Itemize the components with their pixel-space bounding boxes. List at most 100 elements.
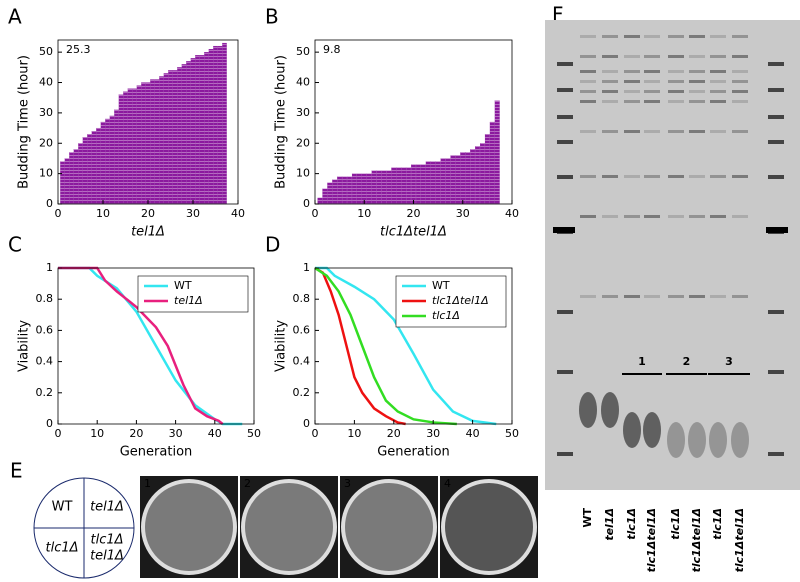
band bbox=[602, 90, 618, 93]
ladder-band bbox=[766, 227, 788, 233]
telomere-smear bbox=[623, 412, 641, 448]
bar bbox=[356, 173, 362, 205]
y-tick-label: 50 bbox=[39, 45, 53, 58]
lane-label: tlc1Δ bbox=[669, 508, 682, 540]
bar bbox=[64, 158, 70, 205]
group-label: 1 bbox=[638, 355, 646, 368]
plot-frame bbox=[57, 267, 255, 425]
telomere-smear bbox=[667, 422, 685, 458]
telomere-smear bbox=[601, 392, 619, 428]
bar bbox=[435, 161, 441, 205]
ladder-band bbox=[553, 227, 575, 233]
bar bbox=[105, 118, 110, 205]
x-tick-label: 30 bbox=[426, 427, 440, 440]
y-tick-label: 40 bbox=[296, 76, 310, 89]
y-tick-label: 40 bbox=[39, 76, 53, 89]
ladder-band bbox=[768, 452, 784, 456]
bar bbox=[391, 167, 397, 205]
survival-line bbox=[314, 266, 406, 426]
x-tick-label: 40 bbox=[466, 427, 480, 440]
bar bbox=[73, 149, 79, 205]
band bbox=[732, 130, 748, 133]
x-axis-label: tlc1Δtel1Δ bbox=[380, 225, 447, 240]
plate bbox=[141, 479, 237, 575]
y-tick-label: 0.8 bbox=[293, 292, 311, 305]
bar bbox=[114, 109, 119, 205]
x-tick-label: 50 bbox=[505, 427, 519, 440]
band bbox=[689, 130, 705, 133]
ladder-band bbox=[557, 370, 573, 374]
y-tick-label: 0.4 bbox=[36, 355, 54, 368]
band bbox=[732, 55, 748, 58]
lane-label: tel1Δ bbox=[603, 508, 616, 541]
ladder-band bbox=[557, 175, 573, 179]
quadrant-label: tlc1Δ bbox=[90, 533, 123, 548]
band bbox=[580, 70, 596, 73]
band bbox=[668, 130, 684, 133]
bar bbox=[347, 176, 352, 205]
band bbox=[732, 215, 748, 218]
band bbox=[732, 175, 748, 178]
band bbox=[644, 90, 660, 93]
bar bbox=[430, 161, 436, 205]
x-tick-label: 10 bbox=[357, 207, 371, 220]
annotation: 9.8 bbox=[323, 43, 341, 56]
bar bbox=[69, 152, 74, 205]
bar bbox=[494, 100, 500, 205]
legend-label: tlc1Δtel1Δ bbox=[432, 294, 489, 307]
bar bbox=[109, 115, 115, 205]
x-tick-label: 50 bbox=[247, 427, 261, 440]
bar bbox=[327, 182, 333, 205]
bar bbox=[450, 155, 456, 205]
band bbox=[580, 80, 596, 83]
bar bbox=[332, 179, 338, 205]
bar bbox=[132, 88, 137, 205]
bar bbox=[78, 143, 83, 205]
band bbox=[644, 80, 660, 83]
band bbox=[624, 35, 640, 38]
panel-letter: F bbox=[552, 3, 564, 27]
y-tick-label: 50 bbox=[296, 45, 310, 58]
band bbox=[710, 215, 726, 218]
band bbox=[668, 100, 684, 103]
bar bbox=[172, 70, 178, 205]
band bbox=[710, 80, 726, 83]
telomere-smear bbox=[579, 392, 597, 428]
bar bbox=[123, 91, 128, 205]
panel-letter: E bbox=[10, 459, 23, 483]
band bbox=[710, 130, 726, 133]
survival-line bbox=[315, 266, 497, 426]
band bbox=[624, 295, 640, 298]
x-tick-label: 10 bbox=[96, 207, 110, 220]
x-tick-label: 20 bbox=[387, 427, 401, 440]
bar bbox=[406, 167, 412, 205]
lane-label: tlc1Δ bbox=[625, 508, 638, 540]
band bbox=[710, 175, 726, 178]
bar bbox=[118, 94, 124, 205]
bar bbox=[415, 164, 421, 205]
lane-label: WT bbox=[581, 508, 594, 528]
bar bbox=[480, 143, 485, 205]
bar bbox=[381, 170, 387, 205]
bar bbox=[420, 164, 426, 205]
ladder-band bbox=[557, 115, 573, 119]
bar bbox=[411, 164, 416, 205]
plate bbox=[341, 479, 437, 575]
bar bbox=[386, 170, 392, 205]
bar bbox=[181, 64, 187, 205]
plate-diagram bbox=[33, 477, 135, 579]
quadrant-label: tel1Δ bbox=[90, 500, 124, 515]
x-tick-label: 40 bbox=[208, 427, 222, 440]
bar bbox=[361, 173, 367, 205]
band bbox=[580, 55, 596, 58]
band bbox=[732, 35, 748, 38]
band bbox=[710, 70, 726, 73]
x-tick-label: 0 bbox=[312, 207, 319, 220]
photo-number: 3 bbox=[344, 477, 351, 490]
bar bbox=[217, 45, 223, 205]
photo-number: 1 bbox=[144, 477, 151, 490]
x-axis-label: Generation bbox=[377, 445, 450, 460]
y-axis-label: Viability bbox=[17, 320, 32, 372]
bar bbox=[342, 176, 347, 205]
